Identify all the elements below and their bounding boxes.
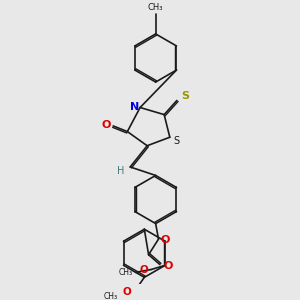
Text: O: O	[161, 235, 170, 245]
Text: O: O	[122, 287, 131, 297]
Text: S: S	[182, 91, 189, 101]
Text: CH₃: CH₃	[103, 292, 117, 300]
Text: O: O	[140, 265, 148, 275]
Text: CH₃: CH₃	[148, 3, 164, 12]
Text: CH₃: CH₃	[118, 268, 133, 278]
Text: O: O	[101, 119, 111, 130]
Text: O: O	[164, 261, 173, 271]
Text: S: S	[174, 136, 180, 146]
Text: N: N	[130, 102, 140, 112]
Text: H: H	[117, 166, 125, 176]
